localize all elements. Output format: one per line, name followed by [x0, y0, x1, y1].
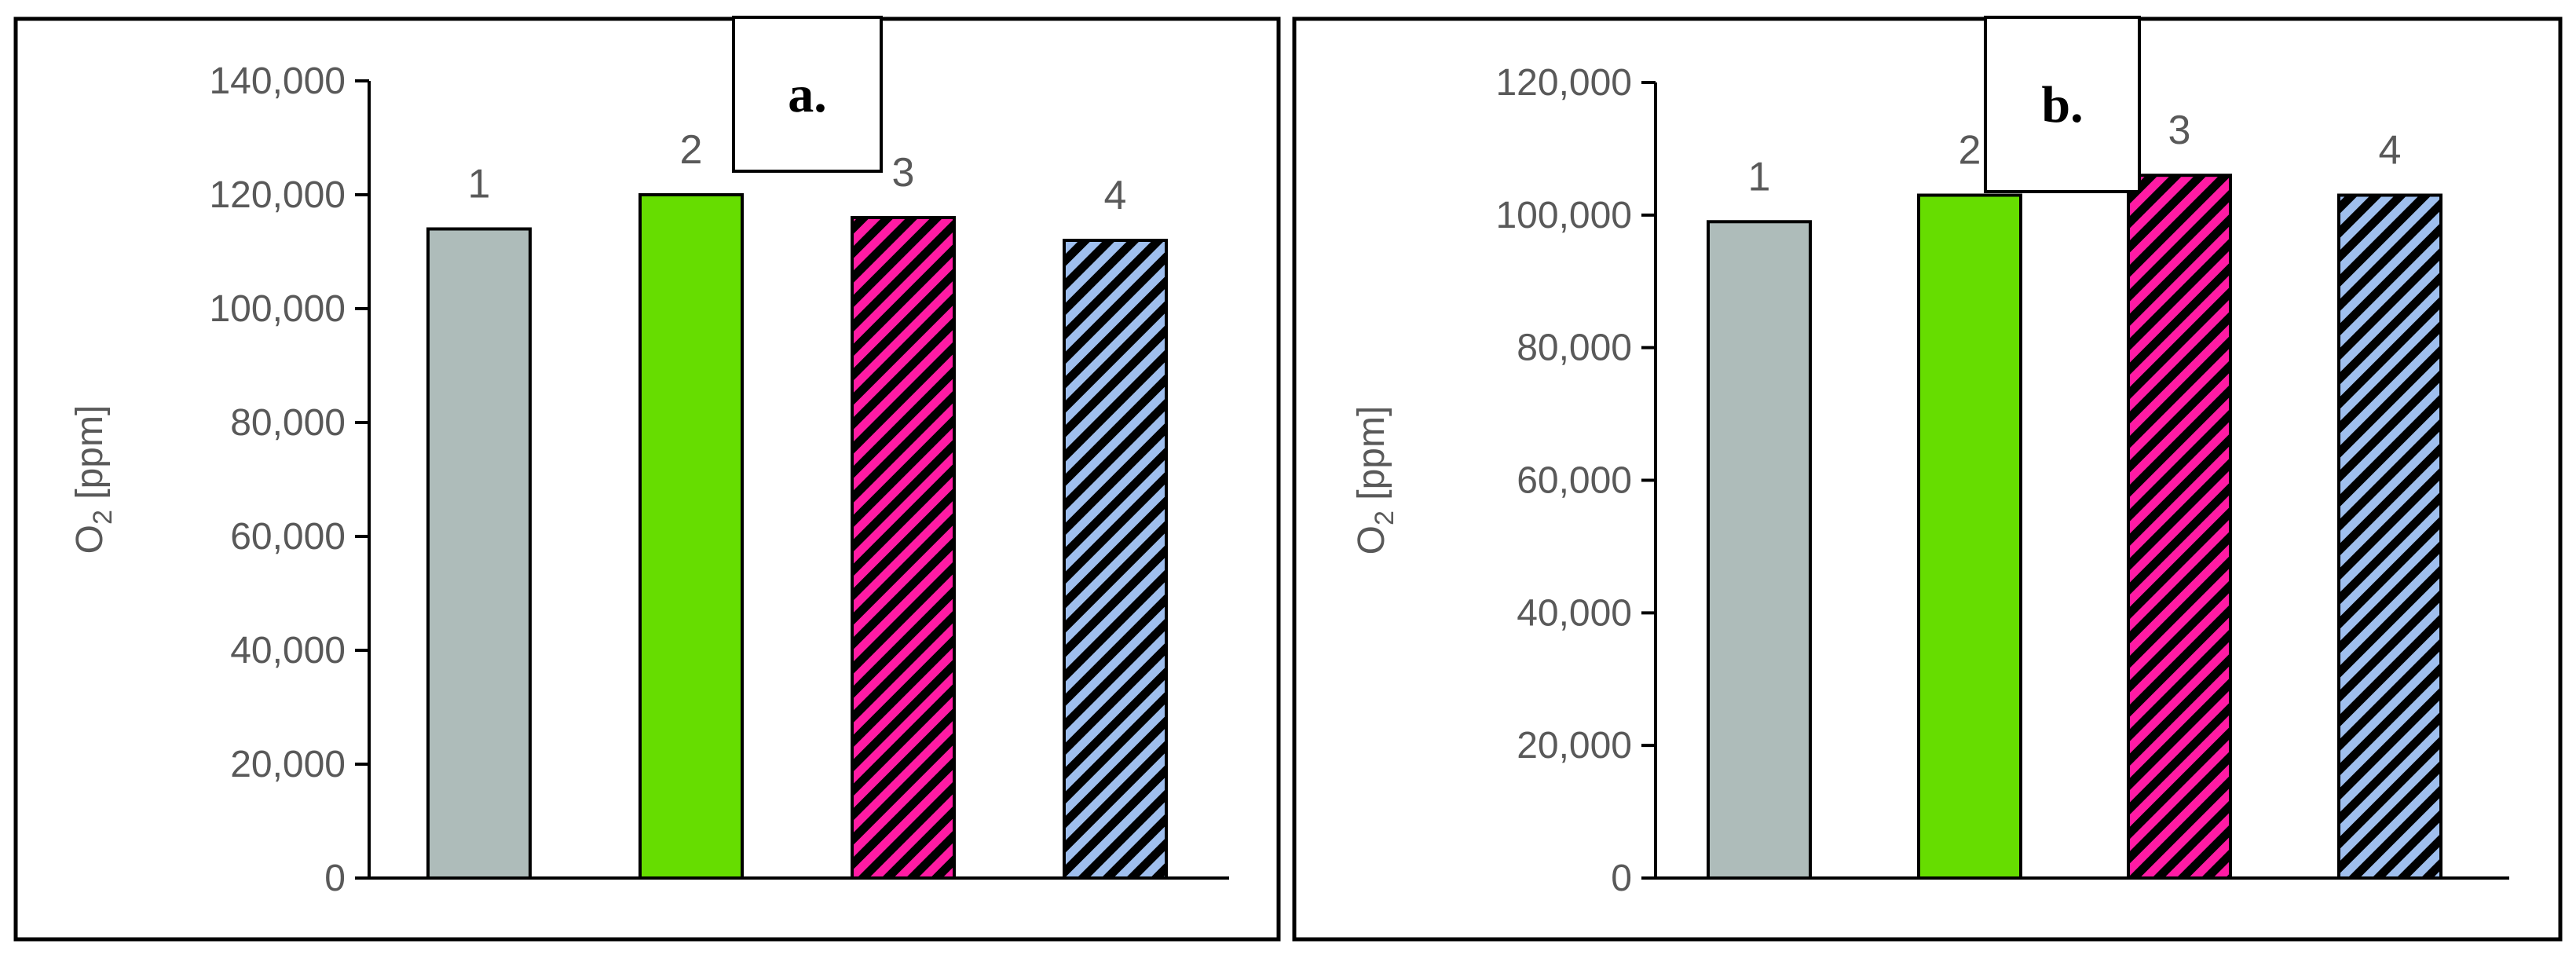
bar-4 [2337, 193, 2442, 880]
panel-label: b. [2041, 76, 2083, 134]
y-tick-label: 80,000 [1517, 327, 1632, 369]
bar-4 [1063, 239, 1168, 880]
y-tick-label: 60,000 [1517, 460, 1632, 502]
y-axis-label: O2 [ppm] [1351, 406, 1400, 555]
y-tick-label: 0 [324, 858, 346, 899]
panel-frame [13, 16, 1281, 942]
y-tick-label: 80,000 [230, 402, 346, 444]
bar-label-3: 3 [2168, 108, 2191, 153]
bar-label-2: 2 [1959, 128, 1981, 174]
y-tick-label: 140,000 [209, 60, 346, 102]
y-tick-label: 20,000 [1517, 725, 1632, 767]
bar-label-4: 4 [1104, 173, 1127, 218]
y-tick-label: 40,000 [1517, 592, 1632, 634]
y-axis-label: O2 [ppm] [69, 405, 118, 554]
y-tick-label: 100,000 [209, 288, 346, 330]
bar-2 [639, 193, 744, 880]
y-tick-label: 120,000 [209, 174, 346, 216]
y-tick-label: 40,000 [230, 630, 346, 671]
bar-label-1: 1 [468, 162, 491, 207]
y-tick-label: 60,000 [230, 516, 346, 558]
bar-1 [426, 227, 532, 880]
bar-3 [851, 216, 956, 880]
bar-3 [2127, 174, 2232, 880]
bar-2 [1917, 193, 2022, 880]
panel-label-box [1984, 16, 2141, 193]
chart-panel-1: 0 20,000 40,000 60,000 80,000 100,000 120,000 1… [13, 16, 1281, 942]
y-tick-label: 20,000 [230, 744, 346, 785]
bar-1 [1707, 220, 1812, 880]
chart-panel-2: 0 20,000 40,000 60,000 80,000 100,000 120,000 O… [1292, 16, 2563, 942]
bar-label-4: 4 [2379, 128, 2402, 174]
panel-frame [1292, 16, 2563, 942]
y-tick-label: 0 [1611, 858, 1632, 899]
bar-label-1: 1 [1748, 154, 1771, 199]
y-tick-label: 100,000 [1495, 195, 1632, 236]
panel-label-box [732, 16, 883, 173]
bar-label-2: 2 [680, 127, 703, 173]
y-tick-label: 120,000 [1495, 62, 1632, 104]
bar-label-3: 3 [892, 150, 915, 196]
panel-label: a. [788, 66, 827, 123]
